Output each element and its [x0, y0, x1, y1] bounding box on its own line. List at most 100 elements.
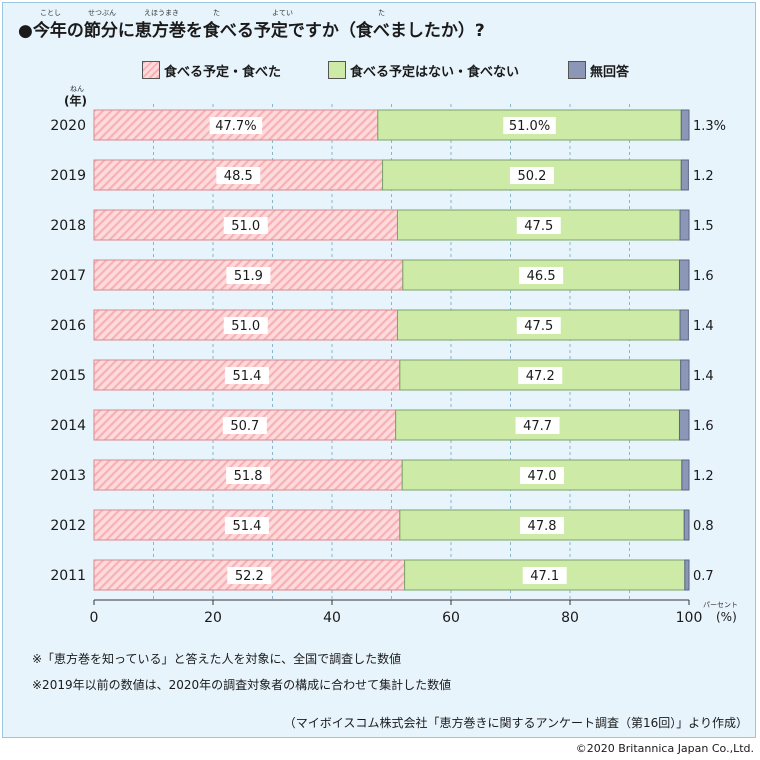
- x-tick-label-20: 20: [204, 610, 222, 626]
- data-label-not-eat-2017-box: [519, 267, 564, 284]
- legend-item-not-eat: 食べる予定はない・食べない: [328, 60, 519, 80]
- legend-swatch-no-answer: [568, 61, 586, 79]
- data-label-eat-2017-box: [226, 267, 271, 284]
- data-label-no-answer-2017: 1.6: [693, 269, 714, 284]
- data-label-eat-2011: 52.2: [235, 569, 264, 584]
- labels-layer: 0 20 40 60 80 100 2020 47.7% 51.0% 1.3% 2019 48.5 50…: [50, 117, 726, 626]
- data-label-not-eat-2011: 47.1: [530, 569, 559, 584]
- bar-no-answer-2015: [680, 359, 690, 391]
- x-tick-label-60: 60: [442, 610, 460, 626]
- data-label-not-eat-2019-box: [509, 167, 554, 184]
- x-tick-label-0: 0: [90, 610, 99, 626]
- data-label-eat-2011-box: [227, 567, 272, 584]
- data-label-eat-2015: 51.4: [232, 369, 261, 384]
- note-1: ※「恵方巻を知っている」と答えた人を対象に、全国で調査した数値: [32, 652, 402, 666]
- legend-label-not-eat: 食べる予定はない・食べない: [350, 64, 520, 80]
- y-tick-label-2018: 2018: [50, 218, 86, 234]
- bar-no-answer-2013: [681, 459, 690, 491]
- bar-no-answer-2016: [679, 309, 689, 341]
- data-label-no-answer-2015: 1.4: [693, 369, 714, 384]
- data-label-no-answer-2018: 1.5: [693, 219, 714, 234]
- x-tick-label-40: 40: [323, 610, 341, 626]
- legend-item-no-answer: 無回答: [568, 60, 629, 80]
- copyright: ©2020 Britannica Japan Co.,Ltd.: [575, 742, 754, 755]
- data-label-eat-2020-box: [209, 117, 263, 134]
- title-ruby-ta-2: た: [378, 9, 385, 17]
- data-label-not-eat-2012: 47.8: [528, 519, 557, 534]
- y-tick-label-2017: 2017: [50, 268, 86, 284]
- y-tick-label-2019: 2019: [50, 168, 86, 184]
- data-label-not-eat-2016-box: [516, 317, 561, 334]
- data-label-no-answer-2013: 1.2: [693, 469, 714, 484]
- y-tick-label-2015: 2015: [50, 368, 86, 384]
- legend-swatch-eat: [142, 61, 160, 79]
- bars-layer: [93, 109, 690, 591]
- y-tick-label-2020: 2020: [50, 118, 86, 134]
- data-label-not-eat-2014-box: [515, 417, 560, 434]
- bar-no-answer-2019: [680, 159, 689, 191]
- data-label-no-answer-2014: 1.6: [693, 419, 714, 434]
- data-label-not-eat-2012-box: [520, 517, 565, 534]
- data-label-eat-2020: 47.7%: [215, 119, 256, 134]
- note-2: ※2019年以前の数値は、2020年の調査対象者の構成に合わせて集計した数値: [32, 678, 452, 692]
- data-label-eat-2018-box: [223, 217, 268, 234]
- data-label-no-answer-2020: 1.3%: [693, 119, 726, 134]
- source-credit: （マイボイスコム株式会社「恵方巻きに関するアンケート調査（第16回）」より作成）: [283, 716, 748, 730]
- y-tick-label-2012: 2012: [50, 518, 86, 534]
- data-label-eat-2016-box: [223, 317, 268, 334]
- data-label-not-eat-2019: 50.2: [517, 169, 546, 184]
- data-label-no-answer-2012: 0.8: [693, 519, 714, 534]
- data-label-not-eat-2011-box: [522, 567, 567, 584]
- data-label-eat-2015-box: [224, 367, 269, 384]
- year-unit-label: (年): [64, 94, 87, 108]
- data-label-not-eat-2015: 47.2: [526, 369, 555, 384]
- data-label-not-eat-2017: 46.5: [527, 269, 556, 284]
- data-label-not-eat-2018-box: [516, 217, 561, 234]
- data-label-eat-2019-box: [216, 167, 261, 184]
- data-label-eat-2017: 51.9: [234, 269, 263, 284]
- data-label-not-eat-2014: 47.7: [523, 419, 552, 434]
- x-tick-label-100: 100: [676, 610, 703, 626]
- data-label-eat-2013: 51.8: [234, 469, 263, 484]
- x-unit-label: (%): [716, 610, 737, 624]
- y-tick-label-2013: 2013: [50, 468, 86, 484]
- y-tick-label-2011: 2011: [50, 568, 86, 584]
- bar-no-answer-2017: [678, 259, 690, 291]
- legend-item-eat: 食べる予定・食べた: [142, 60, 281, 80]
- title-ruby-ta: た: [213, 9, 220, 17]
- data-label-no-answer-2016: 1.4: [693, 319, 714, 334]
- data-label-no-answer-2011: 0.7: [693, 569, 714, 584]
- data-label-not-eat-2013: 47.0: [528, 469, 557, 484]
- title-ruby-yotei: よてい: [272, 9, 293, 17]
- legend-swatch-not-eat: [328, 61, 346, 79]
- title-ruby-ehoumaki: えほうまき: [144, 9, 179, 17]
- data-label-no-answer-2019: 1.2: [693, 169, 714, 184]
- data-label-not-eat-2018: 47.5: [524, 219, 553, 234]
- bar-no-answer-2012: [683, 509, 690, 541]
- data-label-not-eat-2020: 51.0%: [509, 119, 550, 134]
- title-ruby-setsubun: せつぶん: [88, 9, 116, 17]
- data-label-eat-2012-box: [224, 517, 269, 534]
- bar-no-answer-2014: [678, 409, 690, 441]
- chart-title: ●今年の節分に恵方巻を食べる予定ですか（食べましたか）?: [18, 16, 485, 41]
- unit-ruby: パーセント: [703, 601, 738, 609]
- x-tick-label-80: 80: [561, 610, 579, 626]
- bar-eat-2020: [93, 109, 379, 141]
- data-label-not-eat-2013-box: [520, 467, 565, 484]
- grid-layer: [93, 104, 690, 605]
- data-label-not-eat-2015-box: [518, 367, 563, 384]
- y-tick-label-2016: 2016: [50, 318, 86, 334]
- data-label-eat-2018: 51.0: [231, 219, 260, 234]
- data-label-eat-2016: 51.0: [231, 319, 260, 334]
- bar-no-answer-2011: [684, 559, 690, 591]
- bar-no-answer-2018: [679, 209, 690, 241]
- data-label-eat-2013-box: [226, 467, 271, 484]
- legend-label-eat: 食べる予定・食べた: [164, 64, 282, 80]
- data-label-not-eat-2020-box: [503, 117, 556, 134]
- y-tick-label-2014: 2014: [50, 418, 86, 434]
- bar-no-answer-2020: [680, 109, 690, 141]
- data-label-eat-2014-box: [222, 417, 267, 434]
- data-label-eat-2019: 48.5: [224, 169, 253, 184]
- data-label-eat-2014: 50.7: [230, 419, 259, 434]
